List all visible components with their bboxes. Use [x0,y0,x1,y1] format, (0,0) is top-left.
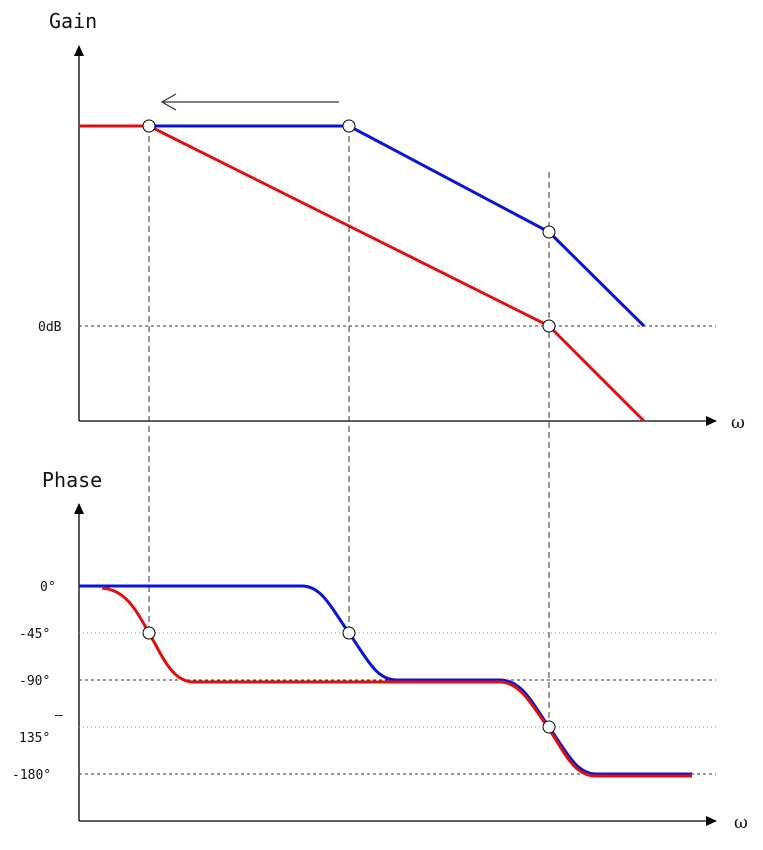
phase-tick-0: 0° [40,580,56,595]
phase-panel: Phase ω 0° -45° -90° ‒ 135° -180° [12,468,748,833]
phase-tick-minus45: -45° [19,627,50,642]
gain-panel: Gain ω 0dB [38,9,745,433]
frequency-guide-lines [148,126,550,727]
shift-left-arrow [160,93,339,111]
gain-title: Gain [49,9,97,33]
gain-omega-label: ω [731,413,745,433]
marker-phase-blue-minus45 [342,626,356,640]
phase-tick-minus90: -90° [19,674,50,689]
intersection-markers [142,119,556,734]
marker-gain-corner-red [142,119,156,133]
gain-curve-red [79,124,646,423]
phase-curve-blue [79,584,692,776]
gain-curve-blue [79,124,646,328]
phase-omega-label: ω [734,813,748,833]
marker-gain-red-crossover [542,319,556,333]
phase-tick-minus135-sign: ‒ [55,708,63,723]
marker-phase-red-minus45 [142,626,156,640]
phase-tick-minus180: -180° [12,768,51,783]
marker-gain-corner-blue [342,119,356,133]
phase-tick-minus135: 135° [19,731,50,746]
phase-curve-red [101,586,692,778]
phase-title: Phase [42,468,102,492]
zero-db-label: 0dB [38,320,62,335]
marker-gain-blue-second-corner [542,225,556,239]
marker-phase-minus135 [542,720,556,734]
